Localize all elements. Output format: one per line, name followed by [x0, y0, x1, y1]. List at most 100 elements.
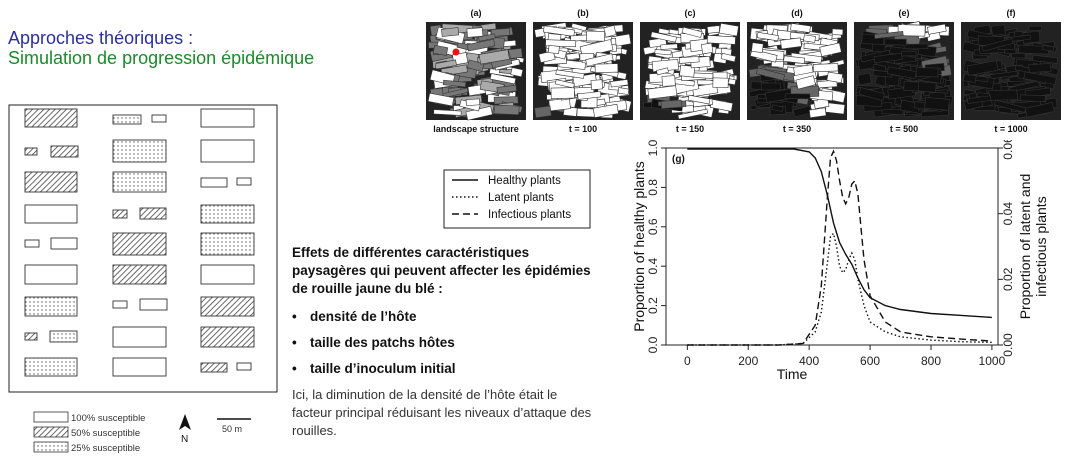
- landscape-field: [50, 237, 78, 250]
- panel-caption: t = 350: [783, 124, 811, 134]
- field-patch: [571, 22, 588, 32]
- field-patch: [466, 38, 496, 52]
- y-right-axis-title: infectious plants: [1033, 196, 1049, 296]
- landscape-field: [49, 330, 78, 343]
- epidemic-panels: (a) landscape structure (b) t = 100 (c) t = 1…: [426, 8, 1061, 134]
- y-right-axis-title: Proportion of latent and: [1017, 174, 1033, 320]
- landscape-field: [200, 326, 255, 348]
- panel-label: (f): [1007, 8, 1016, 18]
- panel-4: (d) t = 350: [747, 8, 847, 134]
- x-tick-label: 400: [799, 354, 819, 368]
- landscape-field: [24, 108, 78, 128]
- field-patch: [803, 34, 816, 43]
- legend-swatch-100: [33, 411, 69, 423]
- field-patch: [678, 55, 700, 64]
- factor-host-density: densité de l’hôte: [292, 304, 592, 330]
- field-patch: [433, 109, 462, 116]
- series-line-infectious-plants: [687, 149, 992, 346]
- landscape-field: [24, 204, 78, 224]
- field-patch: [884, 74, 900, 87]
- field-patch: [610, 79, 629, 88]
- x-tick-label: 600: [860, 354, 880, 368]
- factor-list: densité de l’hôte taille des patchs hôte…: [292, 304, 592, 382]
- landscape-field: [200, 177, 228, 188]
- landscape-field: [24, 264, 78, 285]
- field-patch: [967, 95, 992, 104]
- landscape-field: [236, 362, 252, 371]
- landscape-field: [139, 298, 168, 311]
- panel-label: (e): [899, 8, 910, 18]
- field-patch: [981, 38, 1014, 52]
- y-left-tick-label: 0.6: [646, 218, 660, 235]
- field-patch: [566, 52, 580, 61]
- field-patch: [874, 31, 904, 39]
- landscape-field: [112, 209, 128, 219]
- field-patch: [1023, 71, 1057, 85]
- svg-text:50 m: 50 m: [222, 424, 242, 434]
- field-patch: [590, 79, 603, 91]
- field-patch: [586, 30, 605, 42]
- y-right-tick-label: 0.02: [1001, 267, 1015, 291]
- legend-swatch-25: [33, 441, 69, 453]
- svg-text:N: N: [181, 434, 188, 445]
- field-patch: [756, 31, 779, 42]
- field-patch: [478, 49, 510, 65]
- field-patch: [617, 87, 630, 95]
- field-patch: [554, 79, 575, 89]
- field-patch: [706, 25, 721, 34]
- field-patch: [988, 89, 1019, 101]
- field-patch: [749, 48, 778, 63]
- field-patch: [434, 59, 457, 70]
- legend-label-100: 100% susceptible: [71, 413, 145, 424]
- landscape-field: [236, 177, 252, 186]
- legend-entry: Latent plants: [488, 192, 554, 204]
- landscape-field: [24, 296, 78, 317]
- field-patch: [1028, 25, 1042, 31]
- landscape-legend: 100% susceptible 50% susceptible 25% sus…: [33, 411, 145, 454]
- field-patch: [755, 67, 786, 81]
- field-patch: [1011, 52, 1026, 59]
- panel-caption: t = 100: [569, 124, 597, 134]
- field-patch: [881, 108, 904, 115]
- field-patch: [656, 67, 669, 76]
- field-patch: [577, 91, 602, 100]
- y-right-tick-label: 0.04: [1001, 202, 1015, 226]
- field-patch: [534, 105, 552, 119]
- field-patch: [718, 22, 739, 37]
- field-patch: [770, 60, 784, 68]
- y-left-tick-label: 1.0: [646, 140, 660, 156]
- field-patch: [427, 92, 455, 107]
- panel-caption: landscape structure: [433, 124, 519, 134]
- description-block: Effets de différentes caractéristiques p…: [292, 244, 592, 440]
- field-patch: [493, 104, 520, 116]
- field-patch: [594, 63, 619, 73]
- field-patch: [547, 44, 560, 54]
- landscape-figure: 100% susceptible 50% susceptible 25% sus…: [8, 104, 278, 454]
- panel-caption: t = 150: [676, 124, 704, 134]
- landscape-field: [112, 114, 142, 125]
- x-tick-label: 800: [921, 354, 941, 368]
- field-patch: [585, 53, 614, 67]
- series-line-healthy-plants: [687, 148, 992, 319]
- field-patch: [1019, 94, 1046, 102]
- panel-2: (b) t = 100: [533, 8, 633, 134]
- field-patch: [824, 102, 846, 115]
- field-patch: [489, 73, 517, 85]
- field-patch: [576, 107, 596, 118]
- panel-caption: t = 500: [890, 124, 918, 134]
- panel-3: (c) t = 150: [640, 8, 740, 134]
- chart-panel-label: (g): [672, 154, 685, 165]
- scale-bar: 50 m: [217, 418, 251, 434]
- field-patch: [510, 67, 524, 78]
- panel-label: (a): [471, 8, 482, 18]
- slide-subtitle: Simulation de progression épidémique: [8, 48, 315, 68]
- field-patch: [1042, 45, 1055, 52]
- panel-5: (e) t = 500: [854, 8, 954, 134]
- field-patch: [647, 85, 678, 100]
- landscape-field: [112, 264, 167, 285]
- landscape-field: [50, 145, 79, 158]
- field-patch: [884, 38, 907, 46]
- field-patch: [780, 37, 802, 50]
- field-patch: [858, 87, 885, 101]
- panel-label: (d): [791, 8, 803, 18]
